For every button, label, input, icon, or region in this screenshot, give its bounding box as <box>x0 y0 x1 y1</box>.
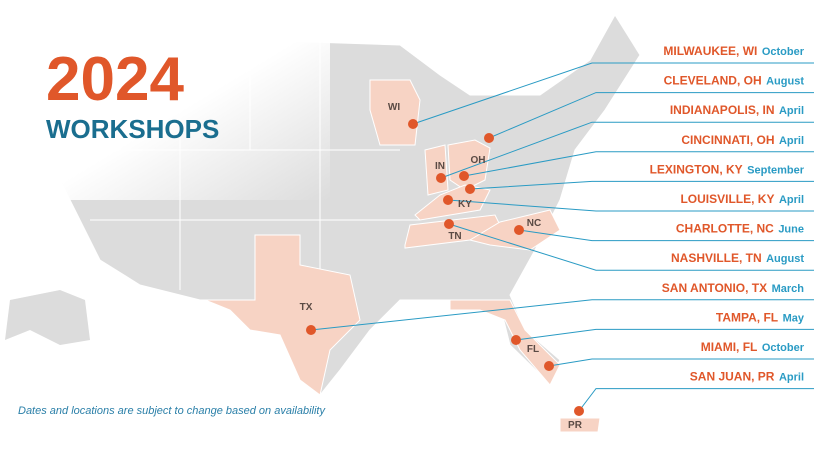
month: August <box>766 76 804 88</box>
location-dot <box>484 133 494 143</box>
state-label: WI <box>388 102 400 113</box>
month: March <box>772 283 805 295</box>
city: LOUISVILLE, KY <box>680 192 774 206</box>
title-fade <box>0 0 330 200</box>
state-label: KY <box>458 199 472 210</box>
leader-line <box>447 199 814 212</box>
month: April <box>779 194 804 206</box>
month: August <box>766 253 804 265</box>
workshop-label: INDIANAPOLIS, IN April <box>670 101 804 118</box>
workshop-label: SAN ANTONIO, TX March <box>662 279 804 296</box>
city: TAMPA, FL <box>716 310 778 324</box>
location-dot <box>443 195 453 205</box>
month: April <box>779 135 804 147</box>
month: April <box>779 105 804 117</box>
workshop-label: MILWAUKEE, WI October <box>663 42 804 59</box>
state-label: TN <box>448 231 461 242</box>
month: October <box>762 342 805 354</box>
leader-line <box>310 299 814 331</box>
location-dot <box>574 406 584 416</box>
location-dot <box>544 361 554 371</box>
city: MILWAUKEE, WI <box>663 44 757 58</box>
city: SAN ANTONIO, TX <box>662 281 767 295</box>
city: LEXINGTON, KY <box>650 162 743 176</box>
leader-line <box>412 62 814 125</box>
workshop-label: CHARLOTTE, NC June <box>676 220 804 237</box>
leader-line <box>488 92 814 139</box>
location-dot <box>306 325 316 335</box>
location-dot <box>444 219 454 229</box>
state-label: IN <box>435 161 445 172</box>
city: CLEVELAND, OH <box>664 74 762 88</box>
month: September <box>747 164 805 176</box>
location-dot <box>408 119 418 129</box>
leaders <box>310 62 814 412</box>
city: CHARLOTTE, NC <box>676 222 774 236</box>
city: CINCINNATI, OH <box>681 133 774 147</box>
month: May <box>783 312 805 324</box>
state-label: PR <box>568 420 583 431</box>
location-dot <box>459 171 469 181</box>
leader-line <box>440 121 814 179</box>
month: April <box>779 372 804 384</box>
month: October <box>762 46 805 58</box>
leader-line <box>469 180 814 190</box>
year: 2024 <box>46 45 184 114</box>
workshop-label: SAN JUAN, PR April <box>690 368 804 385</box>
leader-line <box>518 229 814 242</box>
leader-line <box>463 151 814 177</box>
city: INDIANAPOLIS, IN <box>670 103 775 117</box>
workshop-label: LOUISVILLE, KY April <box>680 190 804 207</box>
leader-line <box>548 358 814 367</box>
leader-line <box>515 328 814 341</box>
location-dot <box>514 225 524 235</box>
leader-line <box>578 388 814 412</box>
workshop-label: CINCINNATI, OH April <box>681 131 804 148</box>
note: Dates and locations are subject to chang… <box>18 405 326 417</box>
location-dot <box>511 335 521 345</box>
workshop-label: TAMPA, FL May <box>716 308 805 325</box>
state-label: OH <box>471 155 486 166</box>
month: June <box>778 224 804 236</box>
state-label: NC <box>527 218 541 229</box>
state-label: FL <box>527 344 539 355</box>
title: WORKSHOPS <box>46 114 219 144</box>
location-dot <box>465 184 475 194</box>
state-label: TX <box>300 302 313 313</box>
labels: WI IN OH KY NC TN TX FL PR MILWAUKEE, WI October C… <box>300 42 805 431</box>
workshop-label: LEXINGTON, KY September <box>650 160 805 177</box>
location-dot <box>436 173 446 183</box>
city: MIAMI, FL <box>701 340 758 354</box>
workshop-label: MIAMI, FL October <box>701 338 805 355</box>
workshop-label: NASHVILLE, TN August <box>671 249 804 266</box>
city: SAN JUAN, PR <box>690 370 775 384</box>
workshop-label: CLEVELAND, OH August <box>664 72 805 89</box>
city: NASHVILLE, TN <box>671 251 762 265</box>
leader-line <box>448 223 814 271</box>
